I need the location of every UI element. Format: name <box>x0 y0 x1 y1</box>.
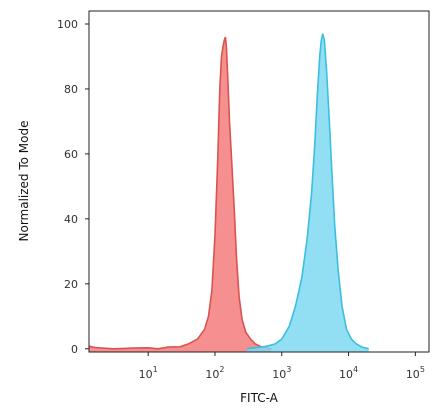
x-axis-title: FITC-A <box>240 391 279 405</box>
series-layer <box>88 33 369 352</box>
series-1-line <box>88 36 272 350</box>
series-2-line <box>246 33 369 350</box>
y-tick-label: 60 <box>64 148 78 161</box>
y-tick-label: 40 <box>64 213 78 226</box>
plot-frame <box>88 10 430 353</box>
y-tick-label: 100 <box>57 18 78 31</box>
axes-layer: 0 20 40 60 80 100 101 102 103 104 105 <box>57 18 425 381</box>
y-axis-title: Normalized To Mode <box>17 120 31 241</box>
x-tick-label: 103 <box>272 365 291 381</box>
x-tick-label: 101 <box>139 365 158 381</box>
y-tick-label: 0 <box>71 343 78 356</box>
series-2-area <box>246 33 369 352</box>
series-1-area <box>89 37 272 352</box>
x-tick-label: 104 <box>339 365 358 381</box>
y-tick-label: 80 <box>64 83 78 96</box>
x-tick-label: 105 <box>406 365 425 381</box>
x-tick-label: 102 <box>205 365 224 381</box>
y-tick-label: 20 <box>64 278 78 291</box>
